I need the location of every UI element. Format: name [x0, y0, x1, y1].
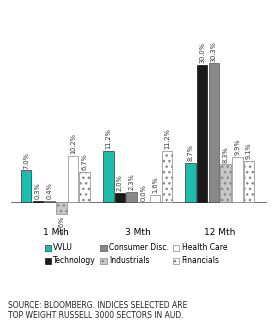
Bar [44, 201, 55, 203]
Bar [197, 65, 207, 203]
Text: 9.1%: 9.1% [246, 142, 252, 159]
Text: 30.0%: 30.0% [199, 42, 205, 63]
Bar [68, 156, 78, 203]
Text: 8.7%: 8.7% [187, 144, 193, 161]
Text: 7.0%: 7.0% [23, 152, 29, 168]
Text: 2.0%: 2.0% [117, 175, 123, 192]
Text: 6.7%: 6.7% [82, 153, 88, 170]
Bar [162, 151, 172, 203]
Bar [232, 157, 243, 203]
Text: 9.9%: 9.9% [234, 138, 240, 155]
Text: 0.4%: 0.4% [47, 182, 52, 199]
Text: Figure 2 - VVLU total return: Figure 2 - VVLU total return [8, 14, 182, 24]
Text: 2.3%: 2.3% [129, 173, 135, 190]
Bar [185, 163, 196, 203]
Bar [115, 193, 125, 203]
Text: 1.6%: 1.6% [152, 176, 158, 193]
Bar [220, 164, 231, 203]
Text: 10.2%: 10.2% [70, 133, 76, 154]
Bar [244, 161, 254, 203]
Text: 11.2%: 11.2% [164, 128, 170, 149]
Text: SOURCE: BLOOMBERG. INDICES SELECTED ARE
TOP WEIGHT RUSSELL 3000 SECTORS IN AUD.: SOURCE: BLOOMBERG. INDICES SELECTED ARE … [8, 301, 187, 320]
Bar [79, 172, 90, 203]
Text: 0.0%: 0.0% [140, 184, 146, 201]
Bar [150, 195, 160, 203]
Bar [209, 63, 219, 203]
Bar [126, 192, 137, 203]
Bar [33, 201, 43, 203]
Legend: VVLU, Technology, Consumer Disc., Industrials, Health Care, Financials: VVLU, Technology, Consumer Disc., Indust… [45, 243, 227, 265]
Bar [103, 151, 113, 203]
Bar [56, 203, 67, 214]
Text: 8.3%: 8.3% [222, 146, 228, 163]
Bar [21, 170, 31, 203]
Text: -2.6%: -2.6% [58, 216, 64, 235]
Text: 0.3%: 0.3% [35, 183, 41, 199]
Text: 30.3%: 30.3% [211, 41, 217, 62]
Text: 11.2%: 11.2% [105, 128, 111, 149]
